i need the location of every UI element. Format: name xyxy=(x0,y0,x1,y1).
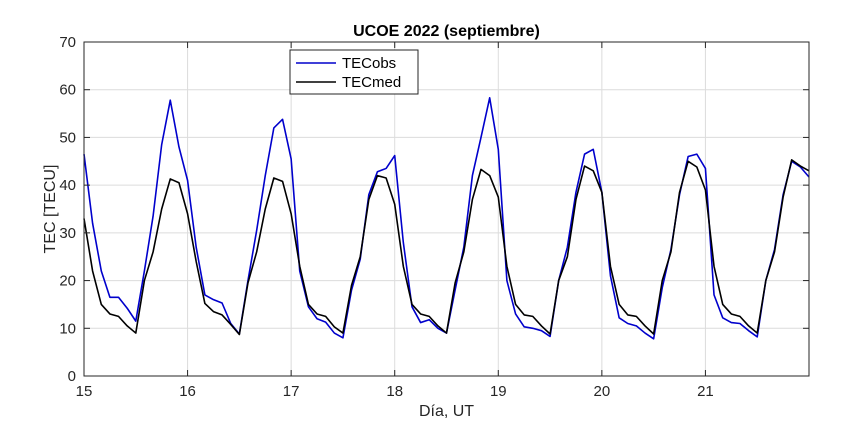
y-tick-label: 50 xyxy=(59,129,76,146)
legend: TECobs TECmed xyxy=(289,49,419,95)
y-tick-label: 0 xyxy=(68,368,76,385)
legend-box xyxy=(289,49,419,95)
y-tick-label: 30 xyxy=(59,225,76,242)
legend-label-TECmed: TECmed xyxy=(342,74,401,91)
x-tick-label: 15 xyxy=(76,383,93,400)
y-axis-label: TEC [TECU] xyxy=(42,165,59,254)
y-tick-label: 60 xyxy=(59,82,76,99)
legend-label-TECobs: TECobs xyxy=(342,55,396,72)
x-tick-label: 16 xyxy=(179,383,196,400)
y-tick-label: 10 xyxy=(59,320,76,337)
x-tick-label: 18 xyxy=(386,383,403,400)
plot-frame xyxy=(83,41,810,377)
y-tick-label: 40 xyxy=(59,177,76,194)
x-tick-label: 19 xyxy=(490,383,507,400)
x-axis-label: Día, UT xyxy=(419,403,474,420)
chart-title: UCOE 2022 (septiembre) xyxy=(353,23,540,40)
series-line-TECmed xyxy=(83,159,810,336)
tick-group: 15 16 17 18 19 20 21 0 10 20 30 40 50 60 70 xyxy=(59,34,809,400)
series-group xyxy=(83,97,810,340)
grid xyxy=(84,42,809,376)
x-tick-label: 20 xyxy=(594,383,611,400)
y-tick-label: 70 xyxy=(59,34,76,51)
x-tick-label: 21 xyxy=(697,383,714,400)
x-tick-label: 17 xyxy=(283,383,300,400)
y-tick-label: 20 xyxy=(59,273,76,290)
